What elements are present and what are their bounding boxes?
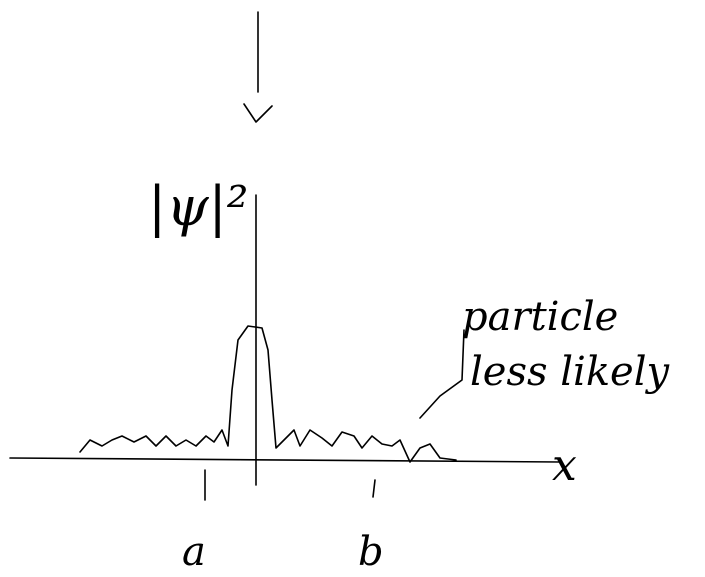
- x-axis-label: x: [552, 440, 577, 491]
- sketch: |ψ|² particle less likely x a b: [0, 0, 705, 577]
- annotation-less-likely: less likely: [470, 349, 671, 395]
- point-a-label: a: [182, 529, 206, 575]
- background: [0, 0, 705, 577]
- annotation-particle: particle: [462, 294, 618, 340]
- point-b-label: b: [358, 529, 384, 575]
- y-axis-label: |ψ|²: [148, 175, 248, 238]
